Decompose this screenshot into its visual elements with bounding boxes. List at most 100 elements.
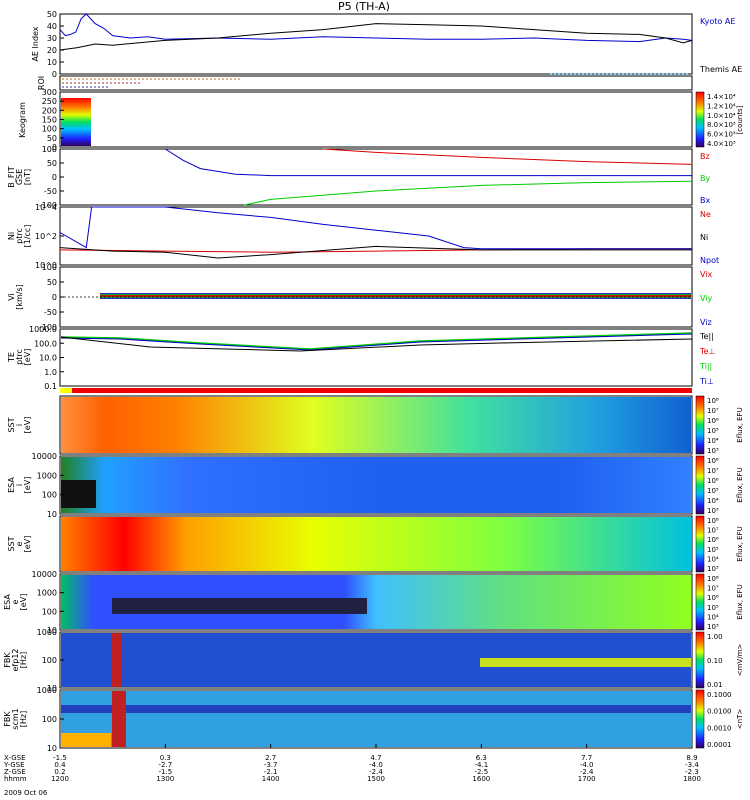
panel-sst-ion-frame: [59, 395, 693, 455]
ytick-label: 100: [42, 263, 57, 272]
colorbar-tick: 10⁶: [707, 536, 719, 544]
state-bar-yellow: [60, 388, 72, 393]
fbk-b-red-strip: [112, 691, 126, 747]
series-line-bx: [165, 148, 692, 177]
vi-noise-band: [100, 295, 691, 297]
esa-i-ylabel-1: ESA: [7, 477, 16, 493]
esa-ele-dark-band: [112, 598, 367, 614]
ytick-label: 100: [42, 607, 57, 616]
keogram-colorbar: [695, 91, 705, 148]
colorbar-tick: 4.0×10³: [707, 140, 736, 148]
time-row-value: -4.1: [474, 761, 488, 769]
te-ylabel-3: [eV]: [23, 349, 32, 366]
time-row-value: 1700: [578, 775, 596, 783]
sst-ion-image: [61, 397, 691, 453]
fbk1-ylabel-1: FBK: [3, 652, 12, 668]
te-ti-perp-curve: [60, 333, 693, 351]
time-row-value: 7.7: [581, 754, 592, 762]
ytick-label: 100: [42, 491, 57, 500]
time-row-value: 0.2: [54, 768, 65, 776]
fbk-b-image: [61, 691, 691, 747]
ytick-label: 0: [52, 293, 57, 302]
ytick-label: -50: [44, 308, 57, 317]
panel-ae-frame: [59, 13, 693, 75]
fbk-e-yellow-band: [480, 658, 691, 667]
fbk1-cb-label: <mV/m>: [736, 644, 744, 677]
ae-ylabel: AE Index: [31, 26, 40, 61]
ytick-label: 100.0: [34, 339, 57, 348]
sst-e-ylabel-1: SST: [7, 536, 16, 551]
colorbar-tick: 10⁷: [707, 467, 719, 475]
ytick-label: 100: [42, 715, 57, 724]
time-row-value: -2.3: [685, 768, 699, 776]
ytick-label: 1.0: [44, 368, 57, 377]
colorbar-tick: 10³: [707, 447, 719, 455]
fbk-e-red-strip: [112, 633, 122, 687]
time-row-value: 8.9: [686, 754, 697, 762]
colorbar-tick: 10³: [707, 565, 719, 573]
colorbar-tick: 0.0100: [707, 708, 732, 716]
panel-sst-ele-frame: [59, 515, 693, 573]
ytick-label: 10: [47, 626, 57, 635]
time-row-value: -3.4: [685, 761, 699, 769]
time-row-label: Y-GSE: [3, 761, 25, 769]
fbk2-ylabel-1: FBK: [3, 711, 12, 727]
keo-cb-label: [counts]: [736, 105, 744, 134]
time-row-value: 1500: [367, 775, 385, 783]
legend-label: Themis AE: [699, 65, 742, 74]
time-row-value: -2.4: [580, 768, 594, 776]
time-row-value: -1.5: [53, 754, 67, 762]
colorbar-tick: 6.0×10³: [707, 131, 736, 139]
colorbar-tick: 10⁸: [707, 517, 719, 525]
ytick-label: 0.1: [44, 382, 57, 391]
colorbar-tick: 0.0010: [707, 724, 732, 732]
esa-e-ylabel-3: [eV]: [19, 594, 28, 611]
legend-label: By: [700, 174, 710, 183]
fbk2-cb-label: <nT>: [736, 709, 744, 730]
ytick-label: 30: [47, 34, 57, 43]
sst-ion-colorbar: [695, 395, 705, 455]
time-row-value: -2.7: [158, 761, 172, 769]
colorbar-tick: 10⁸: [707, 575, 719, 583]
legend-label: Ti||: [699, 362, 712, 371]
colorbar-tick: 10⁴: [707, 497, 719, 505]
ytick-label: 10: [47, 684, 57, 693]
time-row-value: -4.0: [580, 761, 594, 769]
b-ylabel-2: GSE: [15, 169, 24, 185]
te-ylabel-1: TE: [7, 352, 16, 363]
time-row-value: 0.4: [54, 761, 66, 769]
roi-ylabel: ROI: [37, 76, 46, 90]
time-row-value: -4.0: [369, 761, 383, 769]
ytick-label: 50: [47, 10, 57, 19]
time-row-value: 6.3: [476, 754, 487, 762]
ytick-label: -100: [39, 201, 57, 210]
legend-label: Te⊥: [699, 347, 715, 356]
ytick-label: 10000: [32, 570, 57, 579]
legend-label: Bz: [700, 152, 710, 161]
sst-ele-image: [61, 517, 691, 571]
ytick-label: 10^4: [35, 203, 57, 212]
colorbar-tick: 10⁵: [707, 604, 719, 612]
esa-ion-colorbar: [695, 455, 705, 515]
ytick-label: 10.0: [39, 354, 57, 363]
state-bar-red: [72, 388, 692, 393]
vi-ylabel-2: [km/s]: [15, 284, 24, 310]
sst-e-ylabel-2: e: [15, 541, 24, 546]
colorbar-tick: 10⁴: [707, 437, 719, 445]
colorbar-tick: 10⁷: [707, 585, 719, 593]
te-ti-curve: [60, 332, 693, 350]
colorbar-tick: 10⁷: [707, 407, 719, 415]
b-ylabel-1: B_FIT: [7, 166, 16, 187]
ytick-label: 250: [42, 97, 57, 106]
ytick-label: 10: [47, 744, 57, 753]
esa-ion-image: [61, 457, 691, 513]
sst-e-ylabel-3: [eV]: [23, 536, 32, 553]
colorbar-tick: 10⁵: [707, 487, 719, 495]
ytick-label: 1000.0: [29, 325, 57, 334]
ni-ylabel-1: Ni: [7, 232, 16, 240]
colorbar-tick: 10⁷: [707, 527, 719, 535]
ytick-label: 1000: [37, 628, 57, 637]
fbk1-ylabel-3: [Hz]: [19, 652, 28, 668]
sst-i-cb-label: Eflux, EFU: [736, 407, 744, 442]
time-row-label: Z-GSE: [4, 768, 26, 776]
